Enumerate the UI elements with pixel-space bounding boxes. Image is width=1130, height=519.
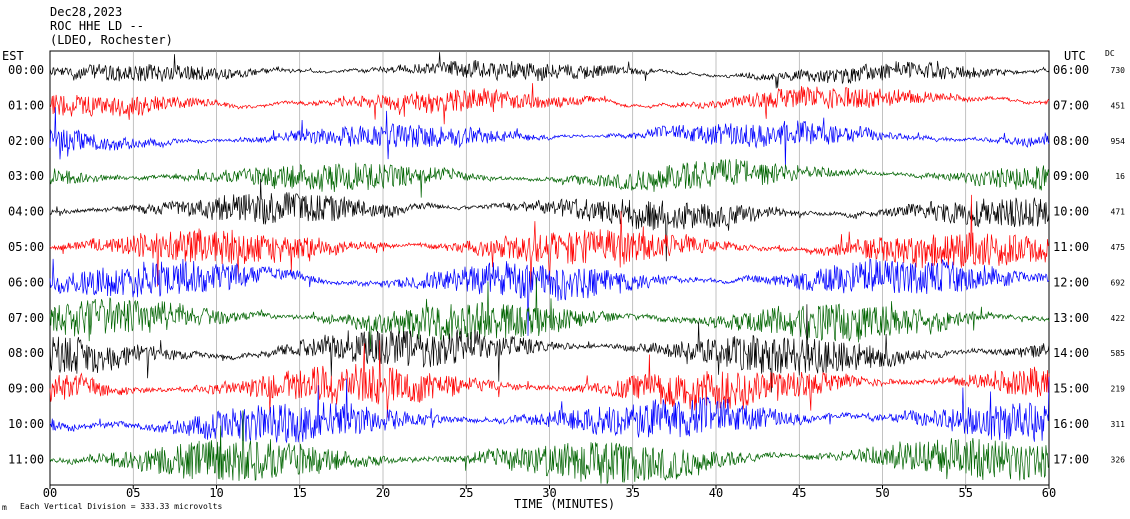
utc-label: 06:00 bbox=[1053, 63, 1089, 77]
est-hour-labels: 00:00 01:00 02:00 03:00 04:00 05:00 06:00 07:00… bbox=[8, 63, 44, 466]
est-label: 08:00 bbox=[8, 346, 44, 360]
trace-line bbox=[49, 83, 1050, 125]
est-label: 06:00 bbox=[8, 275, 44, 289]
x-tick-label: 50 bbox=[875, 486, 889, 500]
trace-line bbox=[49, 376, 1050, 444]
x-tick-label: 00 bbox=[43, 486, 57, 500]
trace-line bbox=[49, 178, 1050, 262]
dc-offset-labels: 730 451 954 16 471 475 692 422 585 219 311 326 bbox=[1111, 66, 1126, 464]
dc-axis-title: DC bbox=[1105, 49, 1115, 58]
x-tick-label: 55 bbox=[959, 486, 973, 500]
utc-label: 09:00 bbox=[1053, 169, 1089, 183]
trace-line bbox=[49, 277, 1050, 351]
x-tick-label: 30 bbox=[542, 486, 556, 500]
est-label: 10:00 bbox=[8, 417, 44, 431]
dc-label: 451 bbox=[1111, 101, 1126, 110]
x-tick-label: 20 bbox=[376, 486, 390, 500]
x-tick-label: 45 bbox=[792, 486, 806, 500]
utc-label: 15:00 bbox=[1053, 382, 1089, 396]
dc-label: 422 bbox=[1111, 314, 1126, 323]
utc-label: 17:00 bbox=[1053, 452, 1089, 466]
x-tick-label: 60 bbox=[1042, 486, 1056, 500]
dc-label: 326 bbox=[1111, 455, 1126, 464]
utc-axis-title: UTC bbox=[1064, 49, 1086, 63]
scale-note: Each Vertical Division = 333.33 microvol… bbox=[20, 502, 223, 511]
dc-label: 219 bbox=[1111, 385, 1126, 394]
network-label: (LDEO, Rochester) bbox=[50, 33, 173, 47]
est-label: 03:00 bbox=[8, 169, 44, 183]
est-label: 04:00 bbox=[8, 205, 44, 219]
est-label: 07:00 bbox=[8, 311, 44, 325]
utc-label: 14:00 bbox=[1053, 346, 1089, 360]
est-label: 00:00 bbox=[8, 63, 44, 77]
trace-line bbox=[49, 158, 1050, 198]
est-label: 02:00 bbox=[8, 134, 44, 148]
utc-label: 16:00 bbox=[1053, 417, 1089, 431]
x-tick-label: 15 bbox=[293, 486, 307, 500]
trace-line bbox=[49, 194, 1050, 288]
x-axis-title: TIME (MINUTES) bbox=[514, 497, 616, 511]
seismic-traces bbox=[49, 52, 1050, 485]
trace-line bbox=[49, 258, 1050, 336]
x-tick-label: 05 bbox=[126, 486, 140, 500]
x-tick-label: 25 bbox=[459, 486, 473, 500]
x-tick-label: 10 bbox=[209, 486, 223, 500]
utc-hour-labels: 06:00 07:00 08:00 09:00 10:00 11:00 12:00 13:00… bbox=[1053, 63, 1089, 466]
dc-label: 730 bbox=[1111, 66, 1126, 75]
trace-line bbox=[49, 107, 1050, 169]
est-label: 09:00 bbox=[8, 382, 44, 396]
utc-label: 13:00 bbox=[1053, 311, 1089, 325]
est-label: 05:00 bbox=[8, 240, 44, 254]
date-label: Dec28,2023 bbox=[50, 5, 123, 19]
x-tick-label: 35 bbox=[626, 486, 640, 500]
utc-label: 11:00 bbox=[1053, 240, 1089, 254]
dc-label: 692 bbox=[1111, 278, 1126, 287]
dc-label: 16 bbox=[1115, 172, 1125, 181]
est-label: 11:00 bbox=[8, 452, 44, 466]
est-label: 01:00 bbox=[8, 98, 44, 112]
est-axis-title: EST bbox=[2, 49, 24, 63]
dc-label: 471 bbox=[1111, 208, 1126, 217]
utc-label: 10:00 bbox=[1053, 205, 1089, 219]
utc-label: 08:00 bbox=[1053, 134, 1089, 148]
trace-line bbox=[49, 410, 1050, 485]
dc-label: 475 bbox=[1111, 243, 1126, 252]
x-tick-labels: 00 05 10 15 20 25 30 35 40 45 50 55 60 bbox=[43, 485, 1056, 500]
trace-line bbox=[49, 52, 1050, 89]
x-tick-label: 40 bbox=[709, 486, 723, 500]
trace-line bbox=[49, 340, 1050, 418]
dc-label: 311 bbox=[1111, 420, 1126, 429]
station-label: ROC HHE LD -- bbox=[50, 19, 144, 33]
dc-label: 585 bbox=[1111, 349, 1126, 358]
utc-label: 12:00 bbox=[1053, 275, 1089, 289]
trace-line bbox=[49, 304, 1050, 393]
utc-label: 07:00 bbox=[1053, 98, 1089, 112]
dc-label: 954 bbox=[1111, 137, 1126, 146]
corner-mark: m bbox=[2, 503, 7, 512]
